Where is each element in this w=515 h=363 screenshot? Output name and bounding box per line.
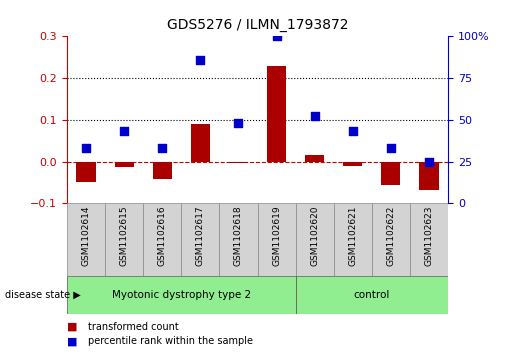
Bar [229,162,248,163]
Text: GSM1102621: GSM1102621 [348,205,357,266]
Bar [67,276,296,314]
Text: GSM1102614: GSM1102614 [81,205,91,266]
Text: control: control [354,290,390,300]
Text: percentile rank within the sample: percentile rank within the sample [88,336,252,346]
Bar [296,203,334,276]
Bar [305,155,324,162]
Bar [191,124,210,162]
Bar [372,203,410,276]
Bar [143,203,181,276]
Bar [153,162,172,179]
Text: GSM1102616: GSM1102616 [158,205,167,266]
Text: GSM1102622: GSM1102622 [386,205,396,266]
Text: Myotonic dystrophy type 2: Myotonic dystrophy type 2 [112,290,251,300]
Bar [114,162,134,167]
Text: GSM1102619: GSM1102619 [272,205,281,266]
Text: disease state ▶: disease state ▶ [5,290,81,300]
Text: ■: ■ [67,322,77,332]
Point [158,145,166,151]
Text: ■: ■ [67,336,77,346]
Point [311,114,319,119]
Bar [181,203,219,276]
Point [196,57,204,62]
Bar [219,203,258,276]
Bar [410,203,448,276]
Point [272,33,281,39]
Text: GSM1102623: GSM1102623 [424,205,434,266]
Text: GSM1102620: GSM1102620 [310,205,319,266]
Bar [334,203,372,276]
Point [387,145,395,151]
Bar [419,162,439,190]
Bar [382,162,401,185]
Point [425,159,433,164]
Point [120,129,128,134]
Bar [267,65,286,162]
Bar [296,276,448,314]
Text: GSM1102617: GSM1102617 [196,205,205,266]
Point [349,129,357,134]
Point [82,145,90,151]
Bar [67,203,105,276]
Text: transformed count: transformed count [88,322,178,332]
Text: GSM1102618: GSM1102618 [234,205,243,266]
Point [234,120,243,126]
Bar [258,203,296,276]
Text: GSM1102615: GSM1102615 [119,205,129,266]
Bar [76,162,96,182]
Bar [105,203,143,276]
Bar [344,162,363,166]
Title: GDS5276 / ILMN_1793872: GDS5276 / ILMN_1793872 [167,19,348,33]
